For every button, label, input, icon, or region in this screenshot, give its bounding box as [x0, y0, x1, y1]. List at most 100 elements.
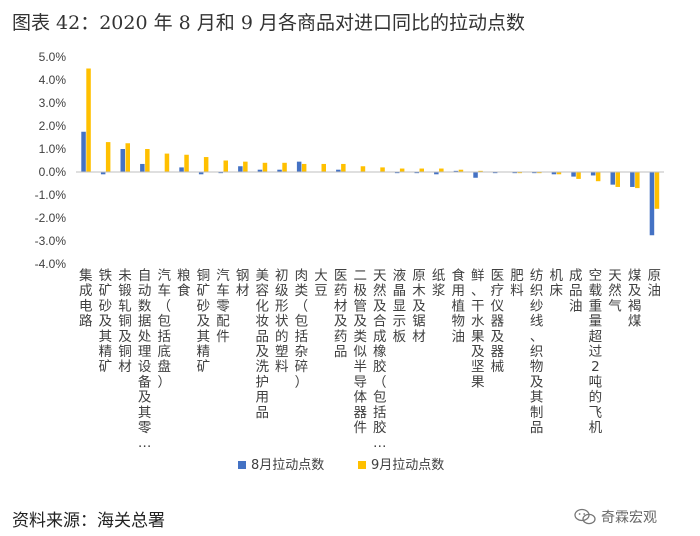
bar-series2-10 — [282, 162, 287, 172]
bar-series2-12 — [321, 163, 326, 172]
bar-series1-18 — [434, 172, 439, 175]
x-tick-label: 天然气 — [608, 268, 622, 314]
bar-series1-21 — [492, 172, 498, 174]
x-tick-label: 医药材及药品 — [334, 268, 348, 360]
bar-series1-9 — [257, 169, 263, 172]
bar-series2-6 — [203, 157, 209, 172]
x-tick-label: 空载重量超过 2 吨的飞机 — [589, 268, 603, 436]
x-tick-label: 原木及锯材 — [412, 268, 426, 345]
bar-series1-27 — [610, 172, 615, 185]
bar-series1-29 — [649, 172, 655, 236]
bar-series1-26 — [590, 172, 596, 176]
bar-series2-18 — [439, 168, 444, 172]
bar-series1-20 — [473, 172, 478, 178]
bar-series1-10 — [277, 169, 282, 172]
watermark: 奇霖宏观 — [574, 507, 657, 527]
x-tick-label: 初级形状的塑料 — [275, 267, 289, 375]
bar-series1-1 — [100, 172, 106, 175]
y-tick-label: 4.0% — [39, 73, 67, 87]
bar-series2-3 — [145, 149, 150, 172]
bar-series2-2 — [125, 143, 130, 172]
y-tick-label: 1.0% — [39, 142, 67, 156]
bar-series2-8 — [243, 161, 248, 172]
y-tick-label: -3.0% — [35, 234, 67, 248]
bar-series2-16 — [399, 168, 405, 172]
bar-series1-28 — [630, 172, 635, 187]
y-axis: 5.0% 4.0% 3.0% 2.0% 1.0% 0.0% -1.0% -2.0% -3.0% -… — [35, 50, 67, 271]
bar-series2-0 — [86, 68, 91, 172]
bar-series2-20 — [478, 170, 483, 172]
bar-series2-5 — [184, 154, 189, 172]
bar-series2-26 — [595, 172, 601, 182]
x-tick-label: 未锻轧铜及铜材 — [118, 268, 132, 375]
x-tick-label: 纺织纱线、织物及其制品 — [530, 268, 544, 436]
bar-series1-22 — [512, 172, 517, 174]
bar-series1-7 — [218, 172, 223, 174]
x-tick-label: 大豆 — [314, 268, 328, 299]
x-tick-label: 原油 — [647, 268, 661, 299]
bar-series2-15 — [380, 167, 385, 172]
bar-series1-11 — [296, 161, 302, 172]
bar-series2-22 — [517, 172, 522, 174]
x-tick-label: 汽车（包括底盘） — [157, 268, 171, 390]
x-tick-label: 液晶显示板 — [393, 268, 407, 345]
y-tick-label: 2.0% — [39, 119, 67, 133]
y-tick-label: 3.0% — [39, 96, 67, 110]
bar-series1-0 — [81, 131, 86, 172]
bar-series1-23 — [532, 172, 537, 174]
y-tick-label: 5.0% — [39, 50, 67, 64]
bars — [81, 68, 660, 236]
watermark-text: 奇霖宏观 — [601, 510, 657, 526]
x-tick-label: 美容化妆品及洗护用品 — [255, 268, 269, 421]
x-tick-label: 医疗仪器及器械 — [491, 268, 505, 375]
y-tick-label: -1.0% — [35, 188, 67, 202]
chart-title: 图表 42：2020 年 8 月和 9 月各商品对进口同比的拉动点数 — [12, 12, 525, 34]
bar-series2-29 — [654, 172, 660, 209]
bar-series2-17 — [419, 168, 424, 172]
bar-series2-24 — [556, 172, 562, 175]
bar-series2-25 — [576, 172, 581, 179]
bar-series2-1 — [105, 142, 111, 172]
x-tick-label: 自动数据处理设备及其零… — [138, 268, 152, 451]
x-tick-label: 铁矿砂及其精矿 — [99, 268, 113, 375]
x-tick-label: 集成电路 — [79, 268, 93, 330]
bar-series1-8 — [238, 166, 243, 172]
x-tick-label: 肥料 — [510, 268, 524, 299]
source-note: 资料来源：海关总署 — [12, 511, 165, 531]
y-tick-label: -4.0% — [35, 257, 67, 271]
bar-series2-13 — [341, 163, 346, 172]
wechat-icon — [574, 508, 596, 525]
bar-series2-9 — [262, 162, 268, 172]
bar-series1-5 — [179, 167, 184, 172]
bar-series1-13 — [336, 169, 341, 172]
x-tick-label: 铜矿砂及其精矿 — [197, 268, 211, 375]
y-tick-label: 0.0% — [39, 165, 67, 179]
bar-series2-7 — [223, 160, 228, 172]
x-tick-label: 天然及合成橡胶（包括胶… — [373, 268, 387, 451]
x-tick-label: 肉类（包括杂碎） — [295, 268, 309, 390]
bar-series2-23 — [537, 172, 542, 174]
bar-series1-6 — [198, 172, 204, 175]
x-tick-label: 成品油 — [569, 268, 583, 314]
y-tick-label: -2.0% — [35, 211, 67, 225]
bar-series2-11 — [301, 163, 307, 172]
bar-series1-16 — [394, 172, 400, 174]
bar-series2-19 — [458, 169, 464, 172]
bar-series1-24 — [551, 172, 557, 175]
bar-series2-28 — [635, 172, 640, 189]
x-tick-label: 机床 — [549, 268, 563, 299]
legend: 8月拉动点数 9月拉动点数 — [238, 458, 444, 473]
x-tick-label: 粮食 — [177, 268, 191, 299]
x-tick-label: 食用植物油 — [451, 267, 465, 345]
legend-swatch-2 — [358, 461, 366, 469]
bar-series1-17 — [414, 172, 419, 174]
x-tick-label: 纸浆 — [432, 268, 446, 299]
legend-swatch-1 — [238, 461, 246, 469]
legend-label-2: 9月拉动点数 — [371, 458, 444, 473]
x-tick-label: 煤及褐煤 — [628, 268, 642, 330]
x-tick-label: 二极管及类似半导体器件 — [353, 268, 367, 436]
bar-series1-25 — [571, 172, 576, 177]
bar-series2-4 — [164, 153, 170, 172]
legend-label-1: 8月拉动点数 — [251, 458, 324, 473]
